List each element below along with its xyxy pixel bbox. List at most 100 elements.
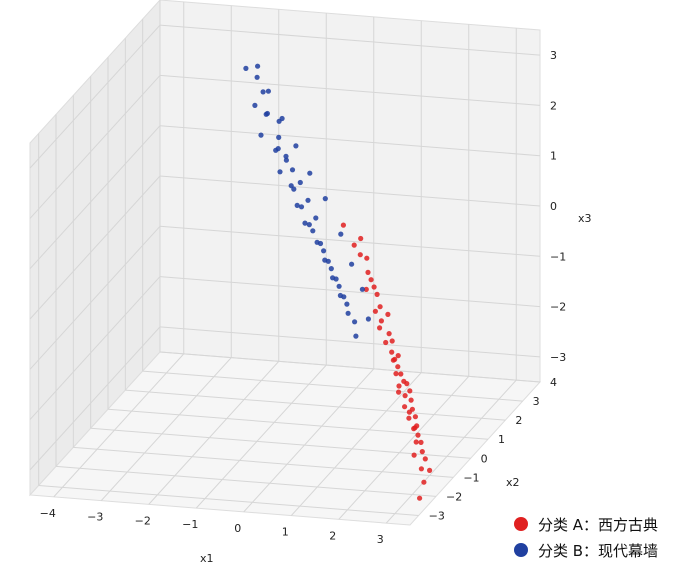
point-series-a xyxy=(383,339,389,346)
point-series-b xyxy=(333,276,339,282)
grid-line-z-side xyxy=(29,175,161,320)
z-tick-label: 0 xyxy=(550,200,557,213)
point-series-b xyxy=(254,74,260,80)
point-series-a xyxy=(408,397,414,403)
point-series-a xyxy=(406,409,412,415)
point-series-b xyxy=(336,283,342,289)
x-tick-label: −2 xyxy=(135,514,151,527)
point-series-b xyxy=(307,170,313,176)
grid-line-z-side xyxy=(29,125,161,270)
point-series-b xyxy=(313,215,319,221)
point-series-b xyxy=(288,183,294,189)
point-series-a xyxy=(371,284,377,290)
legend-label-b: 分类 B：现代幕墙 xyxy=(538,542,658,560)
grid-line-y-floor xyxy=(125,389,506,421)
legend-label-a: 分类 A：西方古典 xyxy=(538,516,658,534)
point-series-a xyxy=(389,338,395,344)
grid-line-x-floor xyxy=(100,357,232,501)
grid-line-x-floor xyxy=(243,368,375,513)
y-tick-label: 4 xyxy=(550,376,557,389)
point-series-a xyxy=(389,349,395,355)
point-series-b xyxy=(252,102,258,108)
grid-line-y-floor xyxy=(38,484,419,516)
point-series-a xyxy=(377,325,383,331)
grid-line-x-floor xyxy=(338,376,470,520)
grid-line-y-floor xyxy=(142,370,523,402)
point-series-b xyxy=(352,319,358,325)
grid-line-x-floor xyxy=(195,364,327,509)
point-series-a xyxy=(418,439,424,445)
point-series-a xyxy=(396,383,402,389)
grid-line-x-floor xyxy=(385,379,517,524)
point-series-b xyxy=(258,132,264,138)
point-series-b xyxy=(317,240,324,247)
point-series-b xyxy=(321,248,327,254)
grid-line-z-back xyxy=(159,326,541,358)
point-series-b xyxy=(265,88,271,94)
y-tick-label: −2 xyxy=(446,490,462,503)
x-tick-label: 1 xyxy=(282,526,289,539)
point-series-b xyxy=(283,153,289,159)
grid-line-y-floor xyxy=(159,351,541,383)
point-series-a xyxy=(390,357,396,363)
point-series-a xyxy=(357,252,363,258)
y-tick-label: −3 xyxy=(429,509,445,522)
point-series-b xyxy=(349,261,355,267)
x-tick-label: −3 xyxy=(87,511,103,524)
legend-item-a: 分类 A：西方古典 xyxy=(514,516,658,534)
point-series-a xyxy=(377,304,383,310)
point-series-b xyxy=(310,228,316,234)
point-series-b xyxy=(365,316,371,322)
point-series-a xyxy=(413,439,419,445)
grid-line-z-back xyxy=(159,24,541,56)
point-series-a xyxy=(378,318,384,324)
point-series-b xyxy=(359,286,365,292)
point-series-b xyxy=(298,204,305,210)
grid-line-x-floor xyxy=(290,372,422,516)
grid-line-z-back xyxy=(159,225,541,257)
point-series-b xyxy=(283,157,289,163)
point-series-b xyxy=(305,197,311,203)
legend-marker-b xyxy=(514,543,528,557)
point-series-b xyxy=(341,294,347,300)
legend-marker-a xyxy=(514,517,528,531)
grid-line-z-back xyxy=(159,125,541,157)
point-series-a xyxy=(364,255,370,261)
z-tick-label: 1 xyxy=(550,150,557,163)
grid-line-z-side xyxy=(29,326,161,471)
point-series-a xyxy=(398,371,404,377)
y-tick-label: 0 xyxy=(481,452,488,465)
point-series-b xyxy=(325,258,331,264)
point-series-b xyxy=(322,196,328,202)
point-series-a xyxy=(406,415,412,421)
point-series-a xyxy=(372,308,378,314)
point-series-b xyxy=(293,143,299,149)
grid-line-z-side xyxy=(29,276,161,420)
point-series-a xyxy=(374,291,380,297)
point-series-b xyxy=(338,231,344,237)
grid-line-z-back xyxy=(159,74,541,106)
point-series-b xyxy=(260,89,266,95)
axis-panes xyxy=(28,0,542,526)
point-series-a xyxy=(421,479,427,485)
point-series-a xyxy=(396,389,402,395)
x-axis-label: x1 xyxy=(200,552,214,565)
z-axis-label: x3 xyxy=(578,212,592,225)
point-series-a xyxy=(418,466,424,472)
x-tick-label: −1 xyxy=(182,518,198,531)
y-axis-label: x2 xyxy=(506,476,520,489)
x-tick-label: 3 xyxy=(377,533,384,546)
point-series-b xyxy=(297,179,303,186)
point-series-a xyxy=(368,277,374,283)
point-series-a xyxy=(422,456,428,462)
y-tick-label: 3 xyxy=(533,395,540,408)
y-tick-label: 2 xyxy=(515,414,522,427)
grid-line-y-floor xyxy=(55,465,437,497)
z-tick-label: −2 xyxy=(550,301,566,314)
y-tick-label: 1 xyxy=(498,433,505,446)
point-series-b xyxy=(353,333,359,339)
point-series-b xyxy=(302,220,308,226)
point-series-b xyxy=(344,301,350,307)
point-series-a xyxy=(358,235,364,242)
